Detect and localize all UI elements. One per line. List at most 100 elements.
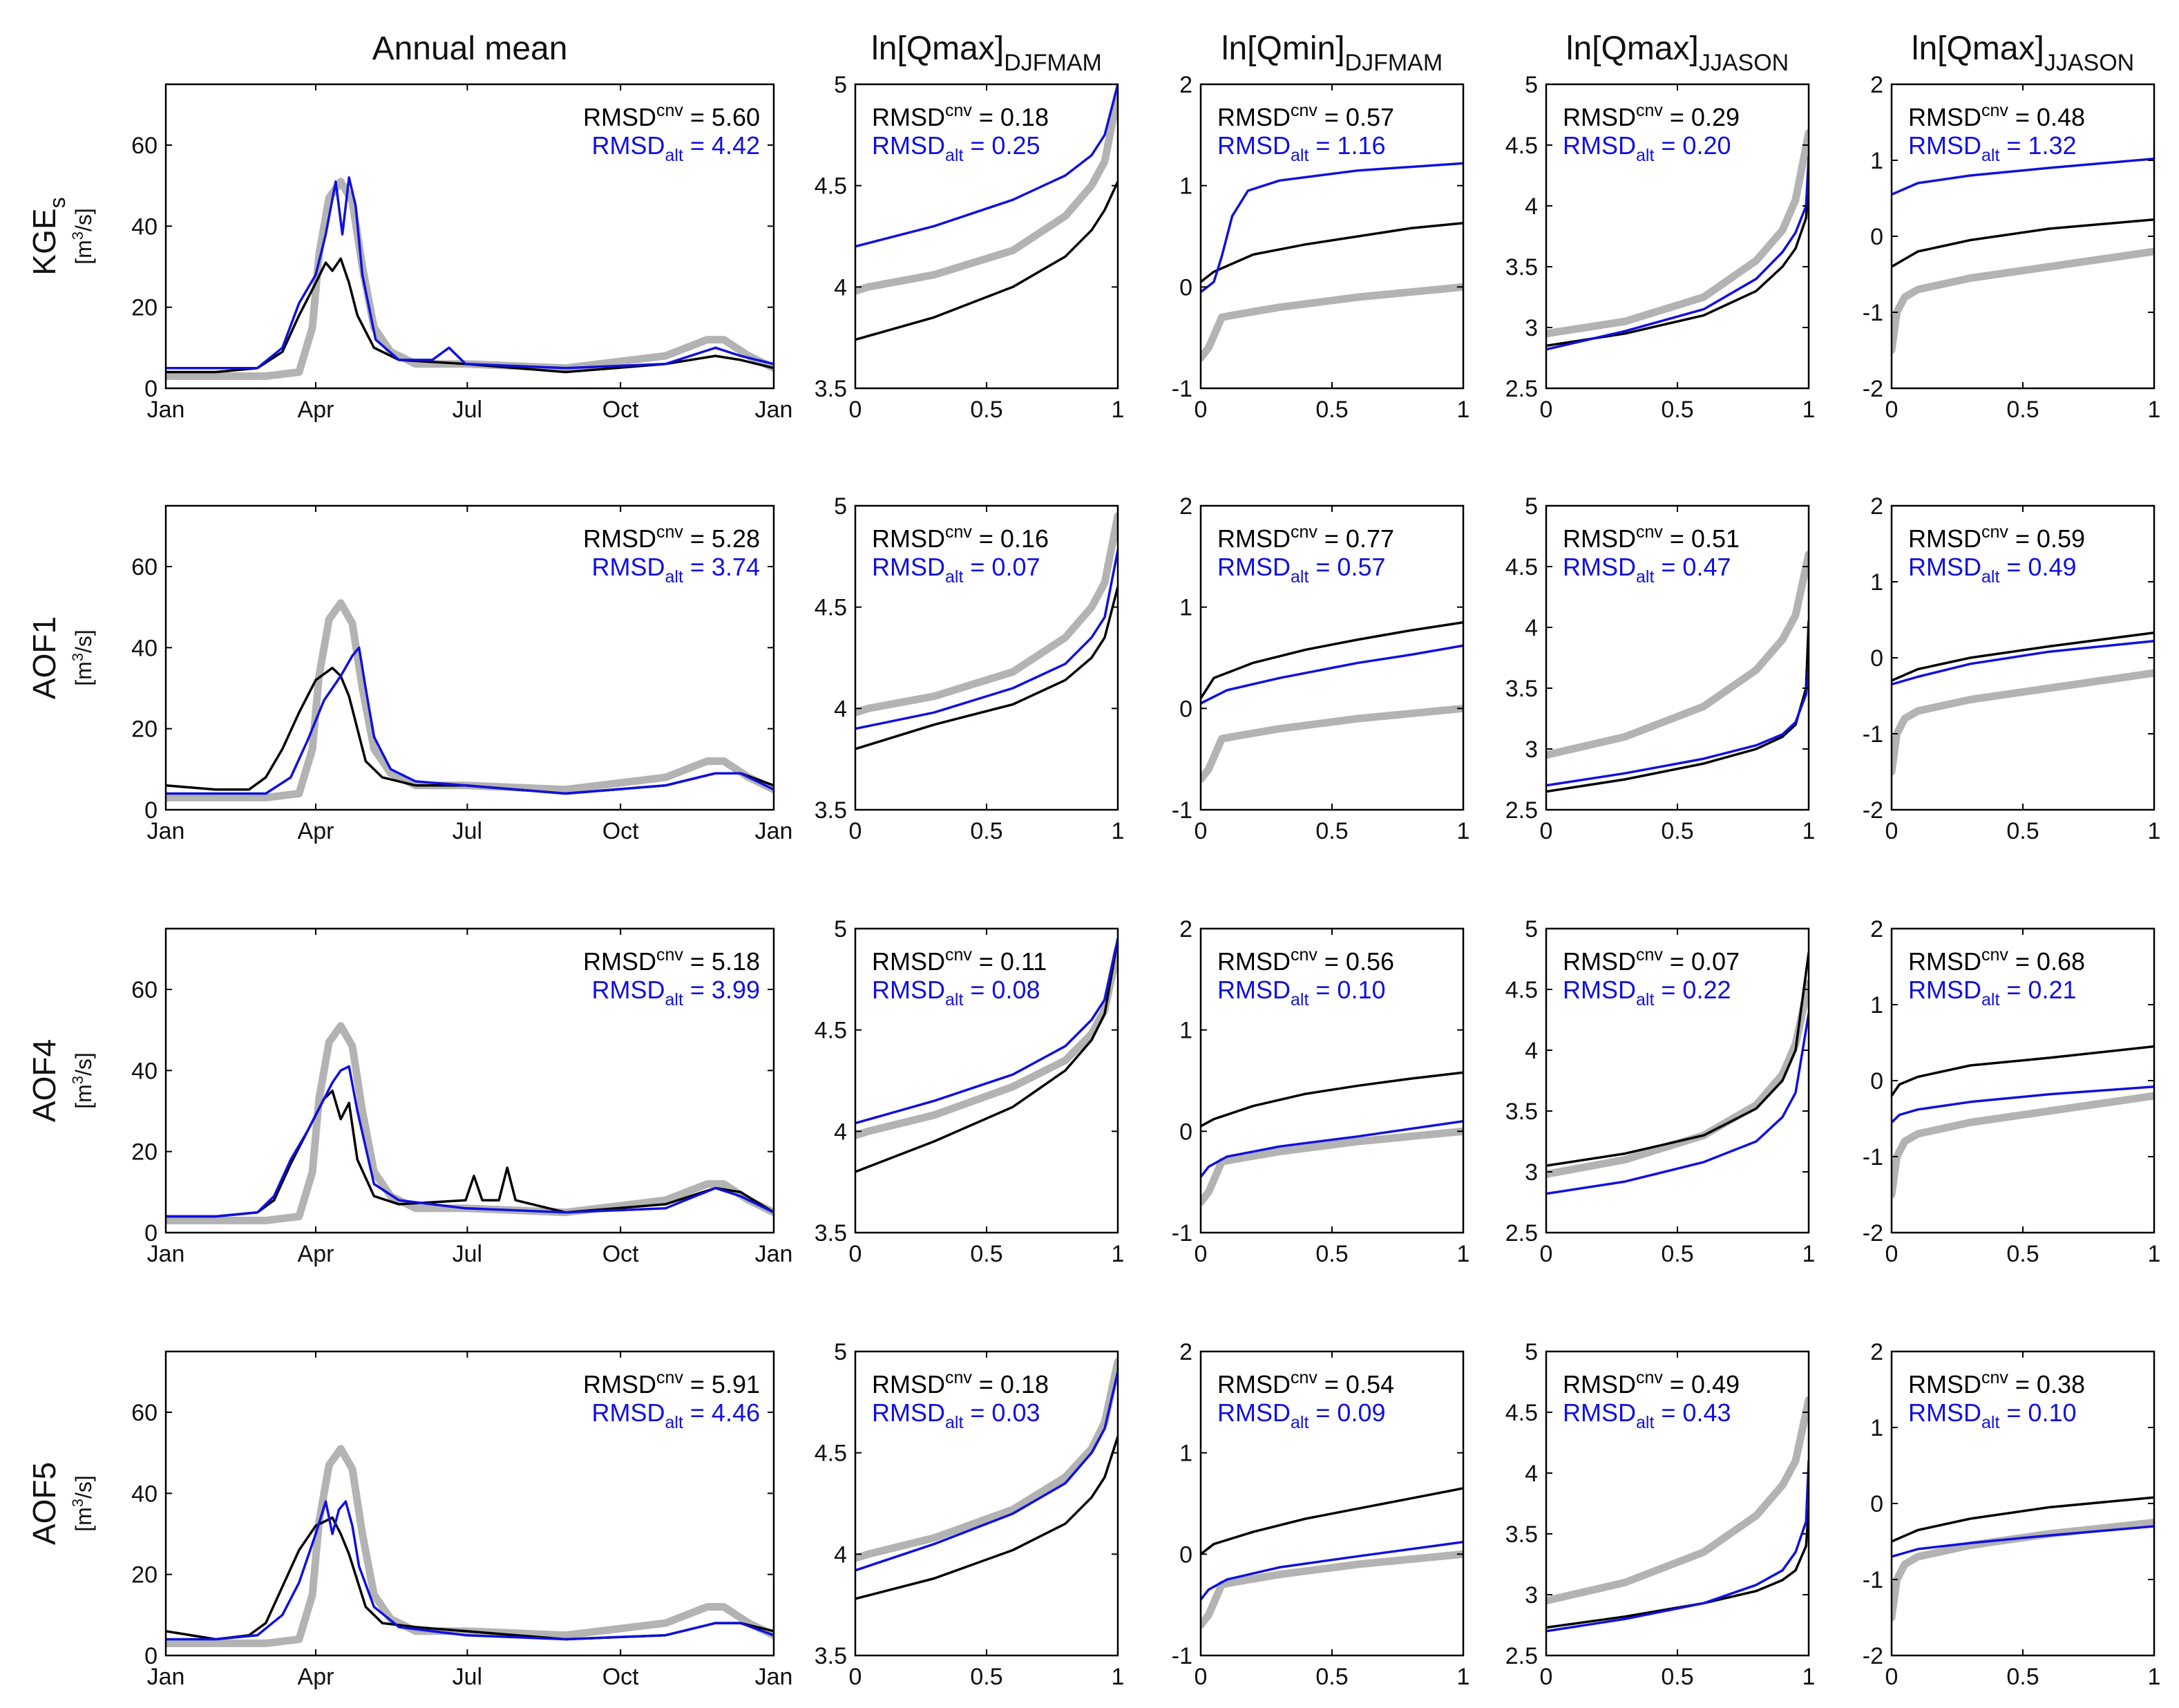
y-tick-label: 40 [131, 1058, 158, 1084]
x-tick-label: 1 [1457, 1241, 1470, 1267]
y-tick-label: 3 [1525, 1159, 1538, 1186]
x-tick-label: 0 [849, 397, 862, 423]
row-label-aof1: AOF1 [m3/s] [26, 616, 96, 699]
x-tick-label: Jan [147, 1664, 185, 1690]
x-tick-label: Jan [147, 1241, 185, 1267]
x-tick-label: 1 [1112, 818, 1125, 844]
x-tick-label: Jul [453, 1241, 482, 1267]
series-line-alternative [1892, 640, 2154, 686]
y-tick-label: 0 [1870, 645, 1883, 672]
x-tick-label: 0.5 [970, 1664, 1002, 1690]
x-tick-label: 0 [1195, 818, 1208, 844]
x-tick-label: Oct [602, 818, 639, 844]
x-tick-label: 0 [1540, 1664, 1553, 1690]
series-line-alternative [166, 1065, 774, 1218]
rmsd-cnv-label: RMSDcnv = 0.38 [1908, 1368, 2085, 1398]
y-tick-label: -1 [1172, 797, 1192, 824]
series-line-observed [855, 512, 1118, 717]
x-tick-label: Jan [755, 1664, 793, 1690]
column-title-2: ln[Qmin]DJFMAM [1221, 30, 1443, 76]
x-tick-label: 0.5 [1315, 1664, 1348, 1690]
column-title-sub: JJASON [1699, 50, 1789, 76]
series-line-alternative [1546, 1012, 1809, 1195]
y-tick-label: 5 [834, 72, 847, 98]
series-line-observed [1201, 283, 1463, 362]
unit-label: [m3/s] [69, 208, 96, 265]
y-tick-label: 2 [1870, 72, 1883, 98]
y-tick-label: 2.5 [1505, 1220, 1538, 1246]
series-line-conventional [1892, 631, 2154, 682]
rmsd-alt-label: RMSDalt = 0.09 [1217, 1398, 1386, 1432]
rmsd-cnv-label: RMSDcnv = 0.18 [872, 1368, 1049, 1398]
column-title-3: ln[Qmax]JJASON [1566, 30, 1789, 76]
series-line-alternative [855, 549, 1118, 730]
column-title-4: ln[Qmax]JJASON [1912, 30, 2134, 76]
rmsd-alt-label: RMSDalt = 0.21 [1908, 976, 2077, 1009]
y-tick-label: 2.5 [1505, 1643, 1538, 1669]
rmsd-cnv-label: RMSDcnv = 0.59 [1908, 522, 2085, 553]
unit-label: [m3/s] [69, 1475, 96, 1532]
x-tick-label: Oct [602, 1241, 639, 1267]
x-tick-label: 1 [1457, 818, 1470, 844]
rmsd-alt-label: RMSDalt = 3.99 [592, 976, 761, 1009]
series-line-observed [855, 945, 1118, 1139]
series-line-observed [855, 1358, 1118, 1562]
y-tick-label: 3.5 [1505, 254, 1538, 281]
series-line-alternative [1892, 1525, 2154, 1558]
x-tick-label: 0.5 [970, 397, 1002, 423]
x-tick-label: 0.5 [1315, 397, 1348, 423]
unit-label: [m3/s] [69, 629, 96, 686]
y-tick-label: 1 [1179, 595, 1192, 621]
x-tick-label: 0 [1540, 818, 1553, 844]
y-tick-label: 2.5 [1505, 376, 1538, 402]
rmsd-cnv-label: RMSDcnv = 0.11 [872, 945, 1047, 976]
y-tick-label: 2.5 [1505, 797, 1538, 824]
series-line-alternative [166, 176, 774, 370]
x-tick-label: Jan [755, 818, 793, 844]
y-tick-label: 1 [1870, 992, 1883, 1018]
x-tick-label: 1 [2148, 1664, 2161, 1690]
series-line-observed [1892, 669, 2154, 776]
row-label-aof5: AOF5 [m3/s] [26, 1462, 96, 1545]
rmsd-alt-label: RMSDalt = 0.10 [1217, 976, 1386, 1009]
x-tick-label: 0 [1195, 397, 1208, 423]
column-title-0: Annual mean [372, 30, 568, 67]
svg-text:AOF5: AOF5 [26, 1462, 62, 1545]
y-tick-label: 3.5 [1505, 676, 1538, 702]
series-line-alternative [855, 84, 1118, 248]
y-tick-label: 3 [1525, 315, 1538, 341]
series-line-conventional [1201, 620, 1463, 700]
series-line-observed [1546, 129, 1809, 338]
column-title-main: ln[Qmax] [1912, 30, 2044, 67]
x-tick-label: 0.5 [1315, 1241, 1348, 1267]
series-line-conventional [1546, 620, 1809, 793]
series-line-observed [1546, 550, 1809, 759]
series-line-alternative [855, 937, 1118, 1125]
series-line-conventional [855, 937, 1118, 1173]
y-tick-label: 0 [144, 797, 158, 824]
column-title-sub: DJFMAM [1345, 50, 1443, 76]
y-tick-label: 1 [1179, 1441, 1192, 1467]
x-tick-label: 0.5 [1661, 818, 1693, 844]
rmsd-cnv-label: RMSDcnv = 0.77 [1217, 522, 1394, 553]
x-tick-label: 1 [2148, 1241, 2161, 1267]
x-tick-label: Jul [453, 818, 482, 844]
rmsd-cnv-label: RMSDcnv = 0.29 [1563, 101, 1740, 131]
y-tick-label: 0 [1179, 696, 1192, 722]
x-tick-label: Apr [298, 1664, 334, 1690]
x-tick-label: 0.5 [1661, 397, 1693, 423]
rmsd-alt-label: RMSDalt = 0.47 [1563, 553, 1731, 587]
column-title-sub: JJASON [2044, 50, 2134, 76]
rmsd-cnv-label: RMSDcnv = 0.51 [1563, 522, 1740, 553]
y-tick-label: 3.5 [815, 797, 847, 824]
series-line-conventional [1201, 222, 1463, 283]
y-tick-label: 0 [1179, 1119, 1192, 1145]
y-tick-label: 4 [834, 696, 847, 722]
series-line-conventional [855, 585, 1118, 750]
series-line-observed [1201, 1127, 1463, 1206]
